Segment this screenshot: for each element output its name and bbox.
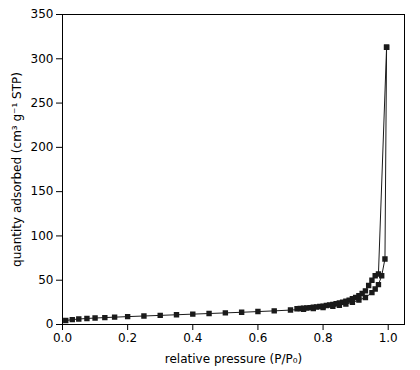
- svg-text:0.0: 0.0: [53, 331, 72, 345]
- svg-text:0.6: 0.6: [248, 331, 267, 345]
- svg-text:100: 100: [31, 229, 54, 243]
- svg-text:0.2: 0.2: [118, 331, 137, 345]
- svg-text:350: 350: [31, 7, 54, 21]
- svg-text:quantity adsorbed (cm³ g⁻¹ STP: quantity adsorbed (cm³ g⁻¹ STP): [10, 72, 24, 267]
- svg-text:300: 300: [31, 52, 54, 66]
- svg-text:0: 0: [46, 317, 54, 331]
- svg-text:50: 50: [38, 273, 53, 287]
- svg-text:1.0: 1.0: [379, 331, 398, 345]
- svg-text:0.4: 0.4: [183, 331, 202, 345]
- svg-text:250: 250: [31, 96, 54, 110]
- svg-text:0.8: 0.8: [314, 331, 333, 345]
- svg-text:relative pressure (P/P₀): relative pressure (P/P₀): [165, 352, 302, 366]
- svg-text:200: 200: [31, 140, 54, 154]
- svg-text:150: 150: [31, 184, 54, 198]
